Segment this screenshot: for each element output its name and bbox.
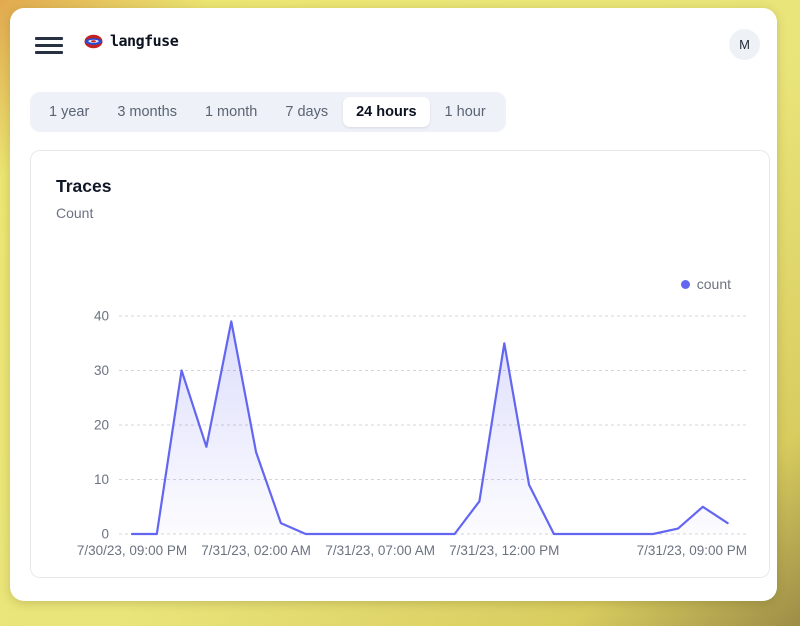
tab-1-month[interactable]: 1 month [192,97,270,127]
legend-dot-icon [680,279,690,289]
card-subtitle: Count [56,205,94,221]
y-tick-label: 40 [94,309,109,324]
app-window: langfuse M 1 year 3 months 1 month 7 days 24… [10,8,777,601]
langfuse-logo-icon [84,34,103,48]
chart-legend[interactable]: count [680,276,731,292]
time-range-tabbar: 1 year 3 months 1 month 7 days 24 hours 1 hou… [30,92,506,132]
y-tick-label: 20 [94,418,109,433]
y-tick-label: 0 [101,527,109,542]
y-tick-label: 10 [94,472,109,487]
brand[interactable]: langfuse [84,32,179,50]
x-tick-label: 7/31/23, 07:00 AM [325,543,435,558]
y-tick-label: 30 [94,363,109,378]
count-area-fill [132,321,728,534]
tab-24-hours[interactable]: 24 hours [343,97,430,127]
traces-chart: 0 10 20 30 40 7/30/23, 09:00 PM 7/31/23, 02:00… [77,309,747,558]
brand-name: langfuse [110,32,179,50]
card-title: Traces [56,176,112,196]
tab-7-days[interactable]: 7 days [272,97,341,127]
tab-3-months[interactable]: 3 months [104,97,190,127]
top-navbar: langfuse M [10,8,777,72]
menu-hamburger-icon[interactable] [35,37,63,54]
traces-chart-card: 0 10 20 30 40 7/30/23, 09:00 PM 7/31/23, 02:00… [30,150,770,578]
legend-label: count [696,276,731,292]
avatar-initial: M [739,37,750,52]
count-line [130,320,729,536]
x-tick-label: 7/31/23, 09:00 PM [637,543,747,558]
user-avatar[interactable]: M [729,29,760,60]
x-tick-label: 7/30/23, 09:00 PM [77,543,187,558]
x-tick-label: 7/31/23, 12:00 PM [449,543,559,558]
x-tick-label: 7/31/23, 02:00 AM [201,543,311,558]
tab-1-year[interactable]: 1 year [36,97,102,127]
tab-1-hour[interactable]: 1 hour [432,97,499,127]
